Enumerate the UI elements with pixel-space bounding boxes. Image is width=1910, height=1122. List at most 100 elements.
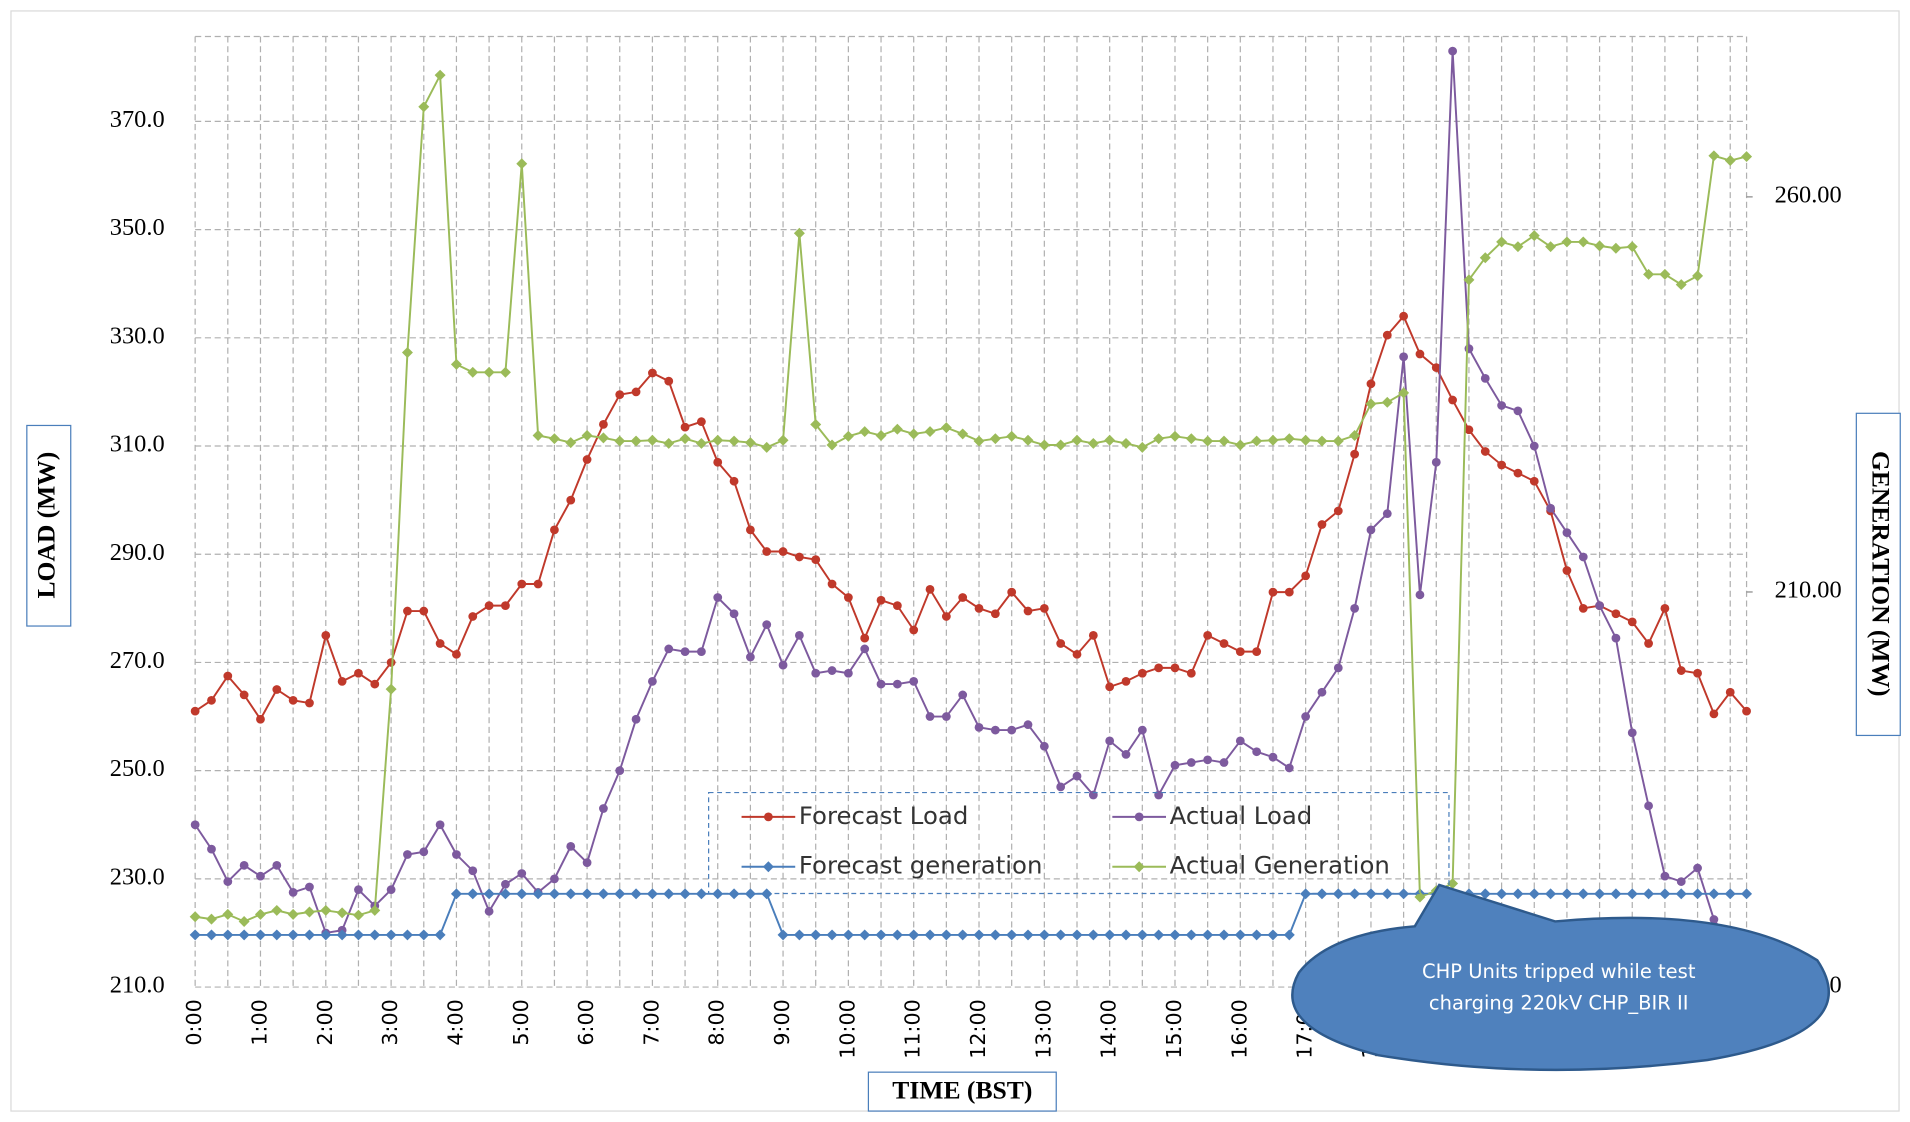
point [467,888,479,900]
point [483,888,495,900]
point [401,929,413,941]
point [1055,439,1067,451]
point [892,601,902,611]
point [354,885,363,895]
point [1513,406,1523,416]
legend: Forecast Load Actual Load Forecast generat… [741,801,1390,880]
point [1202,435,1214,447]
x-tick-label: 5:00 [509,999,533,1045]
point [794,552,804,562]
point [1675,279,1687,291]
callout: CHP Units tripped while test charging 22… [1291,883,1830,1072]
point [1120,437,1132,449]
point [1088,790,1098,800]
point [352,909,364,921]
point [1202,929,1214,941]
point [631,387,641,397]
point [1366,379,1376,389]
point [1218,929,1230,941]
point [582,455,592,464]
point [1741,151,1753,163]
point [1497,460,1506,470]
point [679,433,691,445]
point [974,722,984,732]
point [859,929,871,941]
y-tick-label: 330.0 [110,322,165,349]
point [484,906,494,916]
point [1267,434,1279,446]
point [842,929,854,941]
point [1627,617,1637,627]
y-tick-label: 210.0 [110,972,165,999]
point [957,428,969,440]
point [1627,728,1637,738]
point [287,929,299,941]
point [891,929,903,941]
point [239,690,249,700]
point [1660,871,1670,881]
point [207,695,216,705]
point [827,666,837,675]
point [1693,863,1702,873]
point [434,69,446,81]
point [1610,242,1622,254]
point [1121,677,1131,686]
point [1234,439,1246,451]
point [386,885,396,895]
point [517,869,527,878]
point [1154,663,1164,673]
point [860,644,870,654]
point [1725,687,1735,697]
point [1561,888,1573,900]
point [1448,46,1458,56]
point [597,888,609,900]
point [1431,363,1441,372]
point [1072,649,1082,659]
point [1186,668,1196,678]
point [1022,434,1034,446]
point [843,593,853,602]
point [1644,801,1653,811]
point [1545,241,1557,253]
point [810,929,822,941]
point [369,929,381,941]
point [566,842,576,851]
point [435,639,445,648]
point [238,916,250,927]
point [1644,639,1653,648]
point [842,430,854,442]
point [385,929,397,941]
point [1071,434,1083,446]
point [1578,603,1588,613]
x-tick-label: 2:00 [313,999,337,1045]
point [1219,758,1229,767]
point [990,609,1000,619]
point [403,606,412,616]
point [450,888,462,900]
point [697,417,706,427]
point [1742,706,1751,716]
point [468,866,478,876]
point [989,433,1001,445]
point [859,426,871,438]
point [1317,687,1327,697]
point [1170,663,1180,673]
point [403,850,412,859]
point [1626,888,1638,900]
point [386,658,396,667]
point [1496,236,1508,248]
x-axis-title: TIME (BST) [892,1076,1032,1105]
y-tick-label: 350.0 [110,214,165,241]
x-tick-label: 11:00 [901,999,925,1059]
point [1071,929,1083,941]
point [827,579,837,589]
point [565,437,577,449]
legend-marker [1134,812,1144,822]
point [925,585,935,594]
point [532,430,544,441]
point [1235,647,1245,657]
point [305,882,314,892]
point [223,671,233,681]
point [1283,929,1295,941]
